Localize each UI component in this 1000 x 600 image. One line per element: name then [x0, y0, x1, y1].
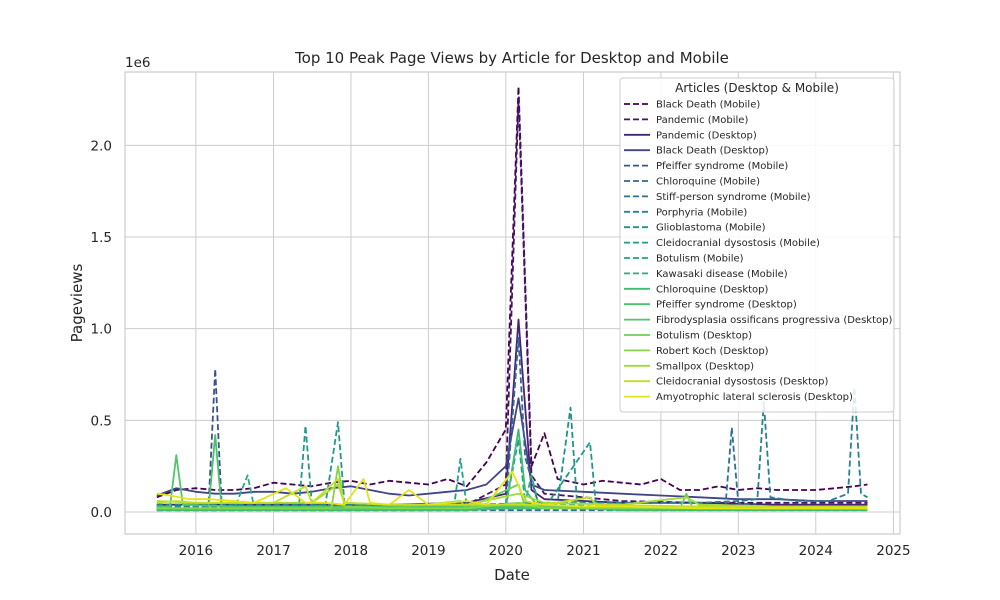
legend-entry-label: Kawasaki disease (Mobile): [656, 269, 788, 280]
legend-entry-label: Fibrodysplasia ossificans progressiva (D…: [656, 315, 892, 326]
legend-title: Articles (Desktop & Mobile): [675, 81, 839, 95]
x-tick-label: 2019: [411, 543, 445, 559]
chart-title: Top 10 Peak Page Views by Article for De…: [294, 49, 729, 67]
x-axis-label: Date: [494, 566, 530, 584]
legend-entry-label: Chloroquine (Desktop): [656, 284, 769, 295]
legend-entry-label: Pfeiffer syndrome (Desktop): [656, 300, 797, 311]
legend-entry-label: Porphyria (Mobile): [656, 207, 747, 218]
y-tick-label: 0.0: [91, 505, 112, 521]
y-tick-label: 1.5: [91, 230, 112, 246]
legend-entry-label: Pfeiffer syndrome (Mobile): [656, 161, 788, 172]
series-line: [156, 85, 868, 499]
x-tick-label: 2021: [566, 543, 600, 559]
x-tick-label: 2017: [256, 543, 290, 559]
legend-entry-label: Cleidocranial dysostosis (Mobile): [656, 238, 820, 249]
legend-entry-label: Cleidocranial dysostosis (Desktop): [656, 377, 828, 388]
series-lines: [156, 85, 868, 512]
y-tick-label: 2.0: [91, 138, 112, 154]
x-tick-label: 2016: [179, 543, 213, 559]
legend: Articles (Desktop & Mobile) Black Death …: [619, 77, 895, 413]
plot-frame: [124, 71, 901, 535]
legend-entry-label: Pandemic (Desktop): [656, 130, 757, 141]
legend-entry-label: Black Death (Mobile): [656, 100, 760, 111]
x-tick-label: 2018: [334, 543, 368, 559]
y-offset-label: 1e6: [125, 55, 150, 71]
legend-entry-label: Black Death (Desktop): [656, 146, 769, 157]
y-tick-label: 1.0: [91, 322, 112, 338]
legend-entry-label: Robert Koch (Desktop): [656, 346, 769, 357]
legend-entry-label: Botulism (Desktop): [656, 331, 752, 342]
legend-entry-label: Pandemic (Mobile): [656, 115, 748, 126]
x-tick-label: 2020: [489, 543, 523, 559]
y-tick-label: 0.5: [91, 413, 112, 429]
legend-box: [619, 77, 895, 413]
series-line: [156, 428, 868, 512]
legend-entry-label: Amyotrophic lateral sclerosis (Desktop): [656, 392, 853, 403]
legend-entry-label: Botulism (Mobile): [656, 254, 744, 265]
legend-entry-label: Smallpox (Desktop): [656, 361, 754, 372]
x-tick-label: 2025: [876, 543, 910, 559]
x-tick-label: 2024: [799, 543, 833, 559]
y-axis-label: Pageviews: [68, 263, 86, 342]
x-tick-label: 2022: [644, 543, 678, 559]
tick-labels: 2016 2017 2018 2019 2020 2021 2022 2023 2024 2025…: [91, 138, 911, 559]
legend-entry-label: Stiff-person syndrome (Mobile): [656, 192, 811, 203]
legend-entry-label: Chloroquine (Mobile): [656, 177, 760, 188]
series-line: [156, 478, 868, 508]
legend-entry-label: Glioblastoma (Mobile): [656, 223, 766, 234]
series-line: [156, 470, 868, 510]
x-tick-label: 2023: [721, 543, 755, 559]
